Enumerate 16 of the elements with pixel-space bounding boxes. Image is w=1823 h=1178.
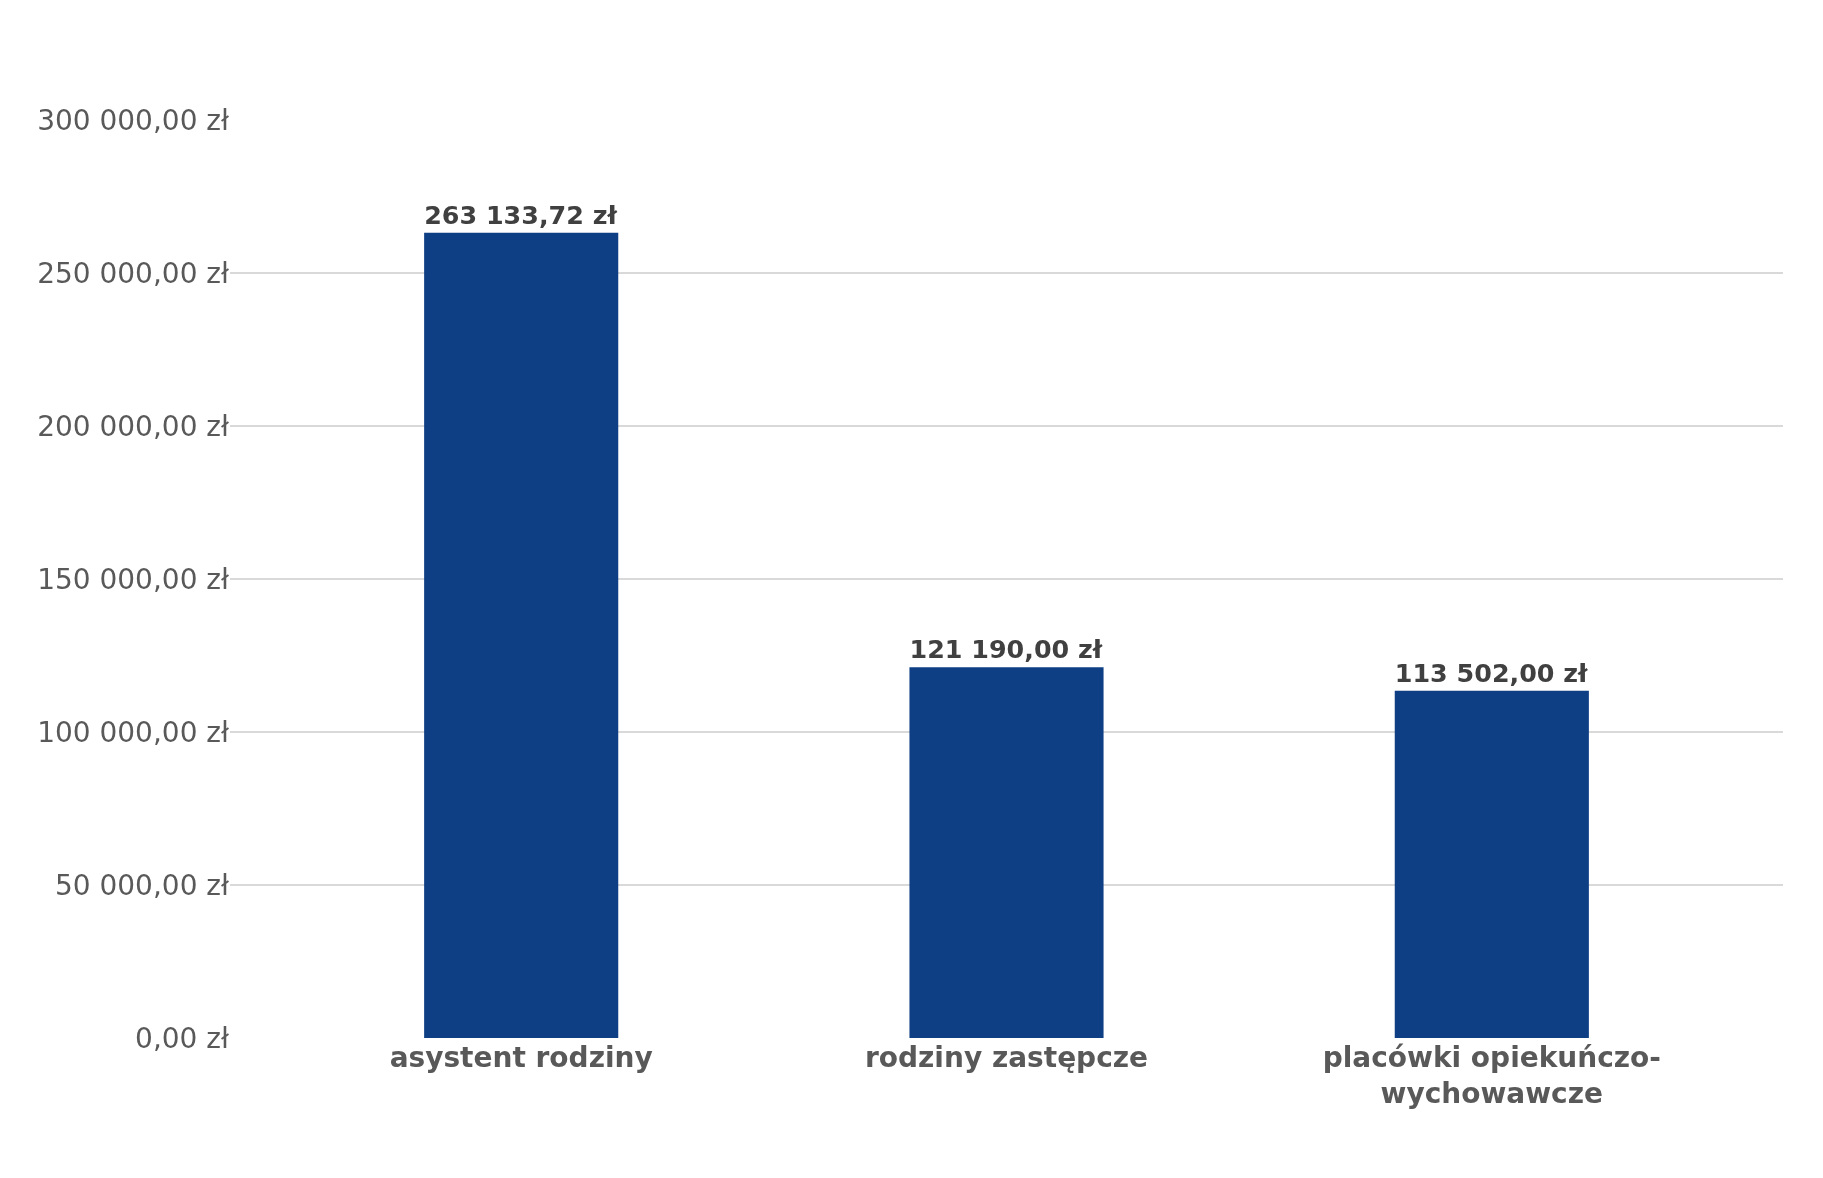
bar	[909, 667, 1104, 1038]
y-tick-label: 0,00 zł	[135, 1021, 230, 1055]
y-tick-label: 150 000,00 zł	[37, 562, 230, 596]
bar	[1394, 690, 1589, 1038]
y-tick-label: 50 000,00 zł	[54, 868, 230, 902]
y-tick-label: 200 000,00 zł	[37, 409, 230, 443]
y-tick-label: 100 000,00 zł	[37, 715, 230, 749]
x-tick-label: placówki opiekuńczo-wychowawcze	[1322, 1041, 1661, 1111]
y-tick-label: 250 000,00 zł	[37, 256, 230, 290]
data-label: 121 190,00 zł	[909, 634, 1103, 665]
x-tick-label: rodziny zastępcze	[864, 1041, 1149, 1074]
y-tick-label: 300 000,00 zł	[37, 103, 230, 137]
bar	[424, 232, 619, 1038]
x-tick-label: asystent rodziny	[389, 1041, 653, 1074]
data-label: 263 133,72 zł	[424, 199, 618, 230]
data-label: 113 502,00 zł	[1394, 657, 1589, 688]
